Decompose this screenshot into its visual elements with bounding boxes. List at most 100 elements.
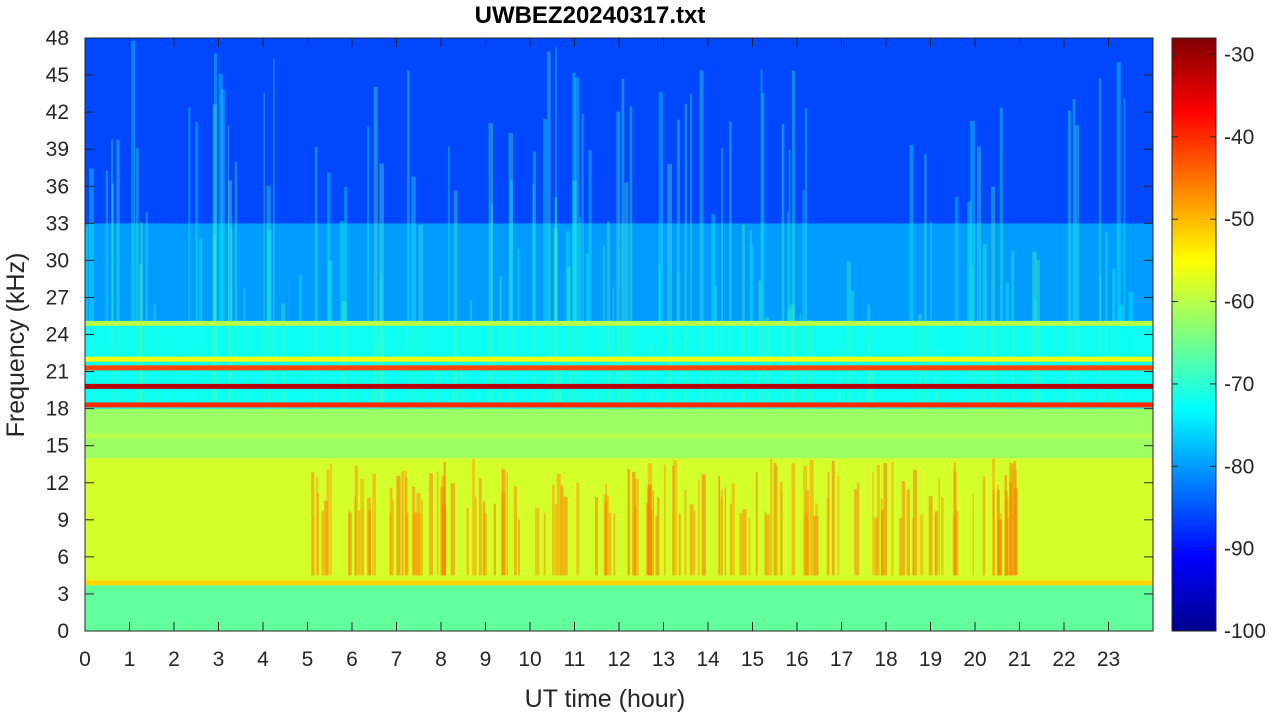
lower-streak <box>764 511 767 576</box>
upper-streak <box>167 355 172 409</box>
upper-streak <box>1072 99 1076 409</box>
upper-streak <box>491 204 493 409</box>
upper-streak <box>1074 125 1080 409</box>
lower-streak <box>837 475 840 576</box>
y-tick-label: 48 <box>46 27 69 50</box>
upper-streak <box>273 59 275 409</box>
upper-streak <box>344 186 348 409</box>
upper-streak <box>804 108 808 409</box>
upper-streak <box>1105 232 1108 409</box>
upper-streak <box>677 271 679 409</box>
upper-streak <box>558 356 562 409</box>
lower-streak <box>555 503 557 576</box>
colorbar-tick-label: -70 <box>1224 373 1254 396</box>
lower-streak <box>720 496 723 576</box>
y-axis-label: Frequency (kHz) <box>2 253 30 438</box>
upper-streak <box>760 69 763 409</box>
x-tick-label: 8 <box>435 648 447 671</box>
upper-streak <box>327 260 333 409</box>
upper-streak <box>977 146 982 409</box>
lower-streak <box>321 510 324 576</box>
y-tick-label: 3 <box>57 583 69 606</box>
upper-streak <box>266 229 272 409</box>
upper-streak <box>399 379 405 409</box>
upper-streak <box>930 221 932 409</box>
lower-streak <box>647 484 652 576</box>
tone-line-3 <box>85 356 1153 362</box>
tone-line-2 <box>85 365 1153 371</box>
lower-streak <box>906 489 910 576</box>
lower-streak <box>416 493 421 576</box>
lower-streak <box>441 476 446 576</box>
upper-streak <box>629 106 633 409</box>
lower-streak <box>697 479 700 576</box>
lower-streak <box>912 469 918 576</box>
colorbar-tick-label: -60 <box>1224 291 1254 314</box>
upper-streak <box>565 231 570 409</box>
lower-streak <box>765 514 770 576</box>
upper-streak <box>228 180 233 409</box>
lower-streak <box>718 475 721 576</box>
upper-streak <box>909 144 914 409</box>
upper-streak <box>684 103 688 409</box>
upper-streak <box>448 146 450 409</box>
lower-streak <box>604 502 607 576</box>
upper-streak <box>243 288 246 409</box>
y-tick-label: 21 <box>46 361 69 384</box>
upper-streak <box>116 139 120 409</box>
upper-streak <box>999 107 1003 409</box>
upper-streak <box>555 47 557 409</box>
lower-streak <box>881 509 884 576</box>
x-tick-label: 23 <box>1097 648 1120 671</box>
upper-streak <box>453 190 458 409</box>
lower-streak <box>883 463 888 576</box>
upper-streak <box>602 244 605 409</box>
heatmap-band-1 <box>85 458 1153 582</box>
lower-streak <box>938 478 940 576</box>
lower-streak <box>404 470 407 576</box>
upper-streak <box>435 356 439 409</box>
y-tick-label: 42 <box>46 101 69 124</box>
upper-streak <box>970 120 975 409</box>
upper-streak <box>355 351 359 409</box>
x-axis-ticks: 0 1 2 3 4 5 6 7 8 9 10 11 12 13 14 15 16 17 18 19 20 21 22 23 <box>79 38 1120 671</box>
upper-streak <box>460 356 464 409</box>
upper-streak <box>509 383 512 409</box>
lower-streak <box>360 478 365 576</box>
upper-streak <box>710 352 714 409</box>
lower-streak <box>501 467 504 576</box>
upper-streak <box>751 244 754 409</box>
x-tick-label: 10 <box>518 648 541 671</box>
lower-streak <box>650 509 653 576</box>
lower-streak <box>429 473 433 576</box>
heatmap-vertical-streaks <box>85 41 1134 576</box>
upper-streak <box>837 338 839 409</box>
x-tick-label: 19 <box>919 648 942 671</box>
upper-streak <box>658 264 661 409</box>
upper-streak <box>111 183 114 409</box>
upper-streak <box>488 123 494 409</box>
y-tick-label: 27 <box>46 286 69 309</box>
lower-streak <box>401 471 404 576</box>
upper-streak <box>807 320 813 409</box>
lower-streak <box>421 499 423 576</box>
lower-streak <box>678 513 681 576</box>
upper-streak <box>99 341 102 409</box>
x-tick-label: 3 <box>213 648 225 671</box>
upper-streak <box>924 154 927 409</box>
lower-streak <box>813 516 817 576</box>
lower-streak <box>472 458 476 576</box>
lower-streak <box>474 496 477 576</box>
upper-streak <box>572 72 576 409</box>
upper-streak <box>742 224 745 409</box>
upper-streak <box>574 77 580 409</box>
upper-streak <box>699 70 704 409</box>
lower-streak <box>912 517 914 576</box>
upper-streak <box>265 355 267 409</box>
lower-streak <box>634 479 640 576</box>
heatmap-tone-lines <box>85 320 1153 586</box>
upper-streak <box>135 148 139 409</box>
lower-streak <box>672 465 675 576</box>
heatmap-band-4 <box>85 223 1153 323</box>
lower-streak <box>901 480 906 576</box>
